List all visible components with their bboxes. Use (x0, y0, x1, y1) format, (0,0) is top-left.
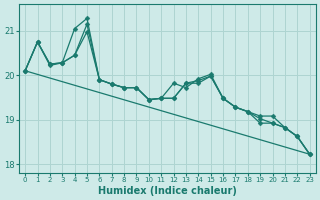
X-axis label: Humidex (Indice chaleur): Humidex (Indice chaleur) (98, 186, 237, 196)
